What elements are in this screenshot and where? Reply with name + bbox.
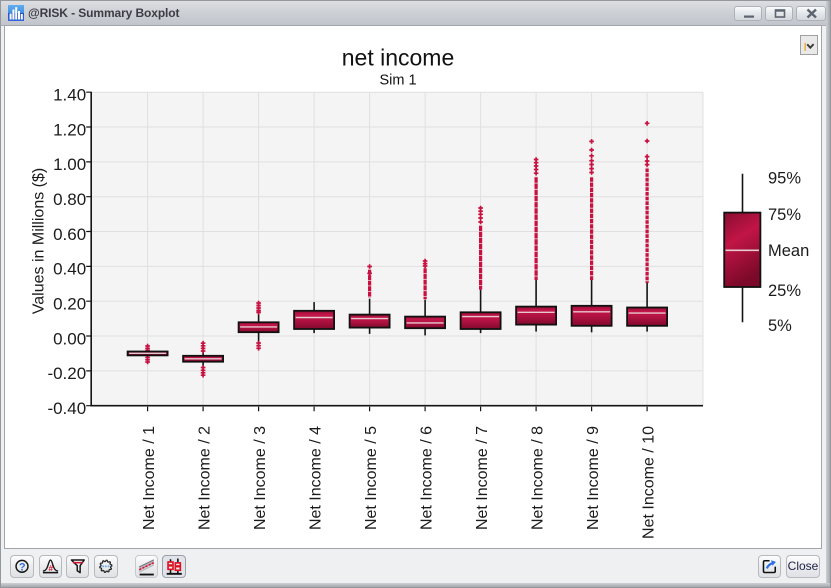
svg-text:Net Income / 3: Net Income / 3 <box>252 426 269 530</box>
svg-text:0.80: 0.80 <box>53 190 86 209</box>
svg-text:Net Income / 10: Net Income / 10 <box>641 426 658 539</box>
svg-text:1.00: 1.00 <box>53 155 86 174</box>
svg-text:?: ? <box>19 561 26 573</box>
svg-text:Values in Millions ($): Values in Millions ($) <box>31 168 48 314</box>
svg-text:Net Income / 7: Net Income / 7 <box>474 426 491 530</box>
svg-text:0.20: 0.20 <box>53 295 86 314</box>
svg-text:Sim 1: Sim 1 <box>379 73 416 89</box>
svg-text:0.40: 0.40 <box>53 260 86 279</box>
svg-text:Net Income / 4: Net Income / 4 <box>308 426 325 530</box>
svg-text:-0.20: -0.20 <box>47 364 86 383</box>
svg-text:-0.40: -0.40 <box>47 399 86 418</box>
svg-text:Mean: Mean <box>768 242 809 260</box>
svg-text:net income: net income <box>342 45 455 71</box>
svg-text:0.00: 0.00 <box>53 329 86 348</box>
svg-text:5%: 5% <box>768 317 792 335</box>
svg-text:0.60: 0.60 <box>53 225 86 244</box>
svg-text:Net Income / 6: Net Income / 6 <box>419 426 436 530</box>
svg-text:95%: 95% <box>768 170 801 188</box>
svg-text:#: # <box>48 563 53 572</box>
svg-text:1.20: 1.20 <box>53 120 86 139</box>
svg-text:Net Income / 1: Net Income / 1 <box>141 426 158 530</box>
svg-text:25%: 25% <box>768 282 801 300</box>
svg-text:1.40: 1.40 <box>53 86 86 105</box>
svg-text:Net Income / 5: Net Income / 5 <box>363 426 380 530</box>
svg-text:Net Income / 9: Net Income / 9 <box>585 426 602 530</box>
svg-text:Net Income / 2: Net Income / 2 <box>197 426 214 530</box>
svg-text:75%: 75% <box>768 206 801 224</box>
svg-text:Net Income / 8: Net Income / 8 <box>530 426 547 530</box>
